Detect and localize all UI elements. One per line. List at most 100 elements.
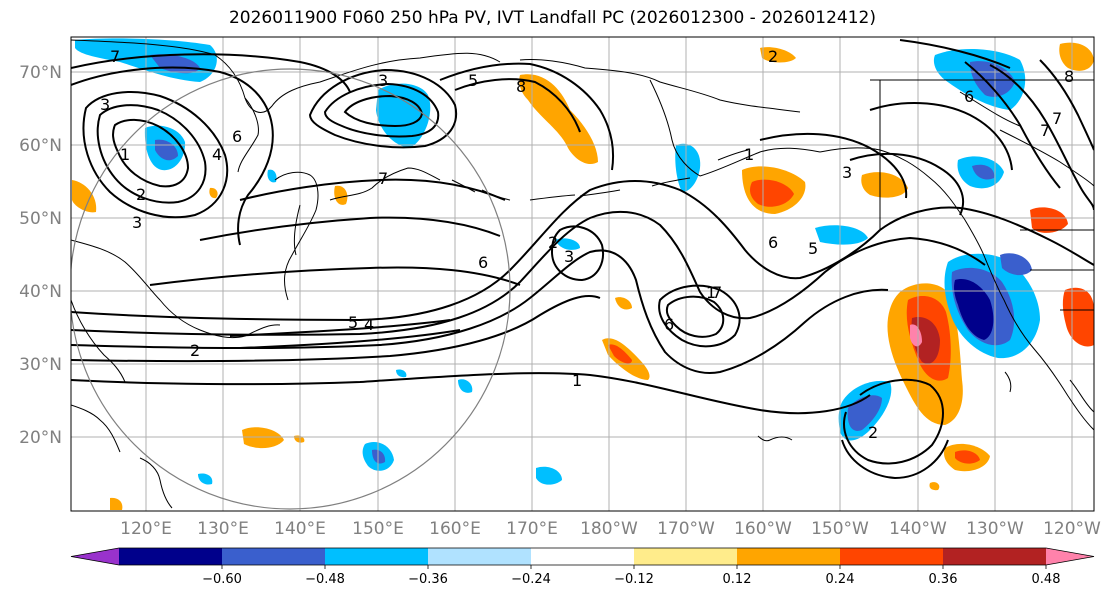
ivt-negative-region: [536, 466, 562, 485]
colorbar-swatch: [737, 548, 841, 565]
ivt-positive-region: [916, 378, 948, 416]
ivt-negative-region: [267, 169, 277, 183]
ivt-positive-region: [615, 297, 632, 310]
contour-label: 3: [100, 95, 110, 114]
ivt-positive-region: [242, 427, 284, 449]
ivt-negative-region: [972, 164, 995, 180]
contour-label: 1: [572, 371, 582, 390]
contour-label: 6: [768, 233, 778, 252]
ivt-negative-region: [372, 449, 386, 464]
contour-label: 8: [516, 77, 526, 96]
contour-label: 3: [378, 71, 388, 90]
ivt-positive-region: [910, 324, 922, 347]
contour-label: 2: [136, 185, 146, 204]
lon-label: 150°E: [352, 519, 404, 539]
ivt-positive-region: [1059, 42, 1094, 71]
lon-label: 140°E: [274, 519, 326, 539]
lon-label: 160°W: [734, 519, 792, 539]
colorbar-tick-label: 0.48: [1032, 572, 1061, 587]
lon-label: 170°E: [506, 519, 558, 539]
colorbar-swatch: [119, 548, 223, 565]
contour-label: 4: [212, 145, 222, 164]
range-circle: [71, 68, 511, 510]
lon-label: 120°E: [120, 519, 172, 539]
colorbar-tick-label: 0.24: [826, 572, 855, 587]
colorbar-tick-label: −0.60: [202, 572, 242, 587]
contour-label: 8: [1064, 67, 1074, 86]
ivt-negative-region: [198, 473, 213, 485]
contour-label: 1: [120, 145, 130, 164]
colorbar-tick-label: 0.12: [723, 572, 752, 587]
contour-label: 6: [478, 253, 488, 272]
ivt-negative-region: [954, 279, 994, 340]
ivt-negative-region: [376, 83, 431, 148]
ivt-positive-region: [334, 185, 348, 205]
ivt-positive-region: [750, 179, 794, 207]
lat-label: 40°N: [19, 282, 62, 302]
map-title: 2026011900 F060 250 hPa PV, IVT Landfall…: [228, 8, 876, 28]
contour-label: 7: [712, 283, 722, 302]
ivt-negative-region: [970, 61, 1015, 97]
lon-label: 170°W: [657, 519, 715, 539]
colorbar-outline: [70, 547, 1095, 566]
ivt-positive-region: [1030, 207, 1068, 233]
colorbar-swatch: [634, 548, 738, 565]
colorbar-tick-label: −0.36: [408, 572, 448, 587]
lon-label: 140°W: [889, 519, 947, 539]
colorbar-swatch: [325, 548, 429, 565]
contour-label: 5: [348, 313, 358, 332]
ivt-positive-region: [110, 497, 123, 510]
contour-label: 6: [232, 127, 242, 146]
contour-label: 2: [548, 233, 558, 252]
lon-label: 180°W: [580, 519, 638, 539]
contour-label: 3: [564, 247, 574, 266]
contour-label: 7: [378, 169, 388, 188]
contour-label: 1: [706, 283, 716, 302]
contour-label: 7: [1040, 121, 1050, 140]
ivt-positive-region: [929, 482, 940, 491]
map-gridlines: [71, 37, 1094, 511]
lat-label: 20°N: [19, 428, 62, 448]
colorbar-tick-label: −0.24: [511, 572, 551, 587]
ivt-positive-region: [519, 74, 598, 165]
contour-label: 3: [132, 213, 142, 232]
ivt-positive-region: [608, 344, 632, 364]
colorbar-swatch: [222, 548, 326, 565]
lon-label: 160°E: [429, 519, 481, 539]
latitude-labels: 70°N 60°N 50°N 40°N 30°N 20°N: [19, 63, 62, 448]
lat-label: 70°N: [19, 63, 62, 83]
ivt-negative-region: [396, 369, 407, 378]
colorbar-swatch: [840, 548, 944, 565]
ivt-negative-region: [675, 143, 701, 192]
map-frame: [70, 36, 1095, 512]
ivt-positive-region: [72, 180, 97, 213]
contour-label: 2: [768, 47, 778, 66]
longitude-labels: 120°E 130°E 140°E 150°E 160°E 170°E 180°…: [120, 519, 1101, 539]
lon-label: 130°E: [197, 519, 249, 539]
colorbar: −0.60 −0.48 −0.36 −0.24 −0.12 0.12 0.24 0.36 0.4…: [70, 547, 1095, 587]
colorbar-tick-label: −0.12: [614, 572, 654, 587]
contour-label: 5: [468, 71, 478, 90]
contour-label: 5: [808, 239, 818, 258]
contour-label: 3: [842, 163, 852, 182]
ivt-positive-region: [209, 187, 218, 199]
contour-label: 6: [664, 315, 674, 334]
lat-label: 60°N: [19, 136, 62, 156]
colorbar-swatch: [428, 548, 532, 565]
ivt-positive-region: [760, 47, 796, 63]
contour-label: 2: [190, 341, 200, 360]
contour-label: 7: [110, 47, 120, 66]
colorbar-extend-high: [1046, 548, 1094, 565]
map-panel: [71, 37, 1094, 511]
ivt-positive-region: [861, 172, 908, 198]
ivt-negative-region: [815, 225, 868, 245]
ivt-shading: [72, 38, 1094, 510]
colorbar-swatch: [531, 548, 635, 565]
ivt-positive-region: [1062, 287, 1094, 347]
colorbar-tick-label: −0.48: [305, 572, 345, 587]
ivt-negative-region: [847, 395, 882, 431]
lon-label: 120°W: [1043, 519, 1101, 539]
lon-label: 130°W: [966, 519, 1024, 539]
colorbar-swatch: [943, 548, 1047, 565]
